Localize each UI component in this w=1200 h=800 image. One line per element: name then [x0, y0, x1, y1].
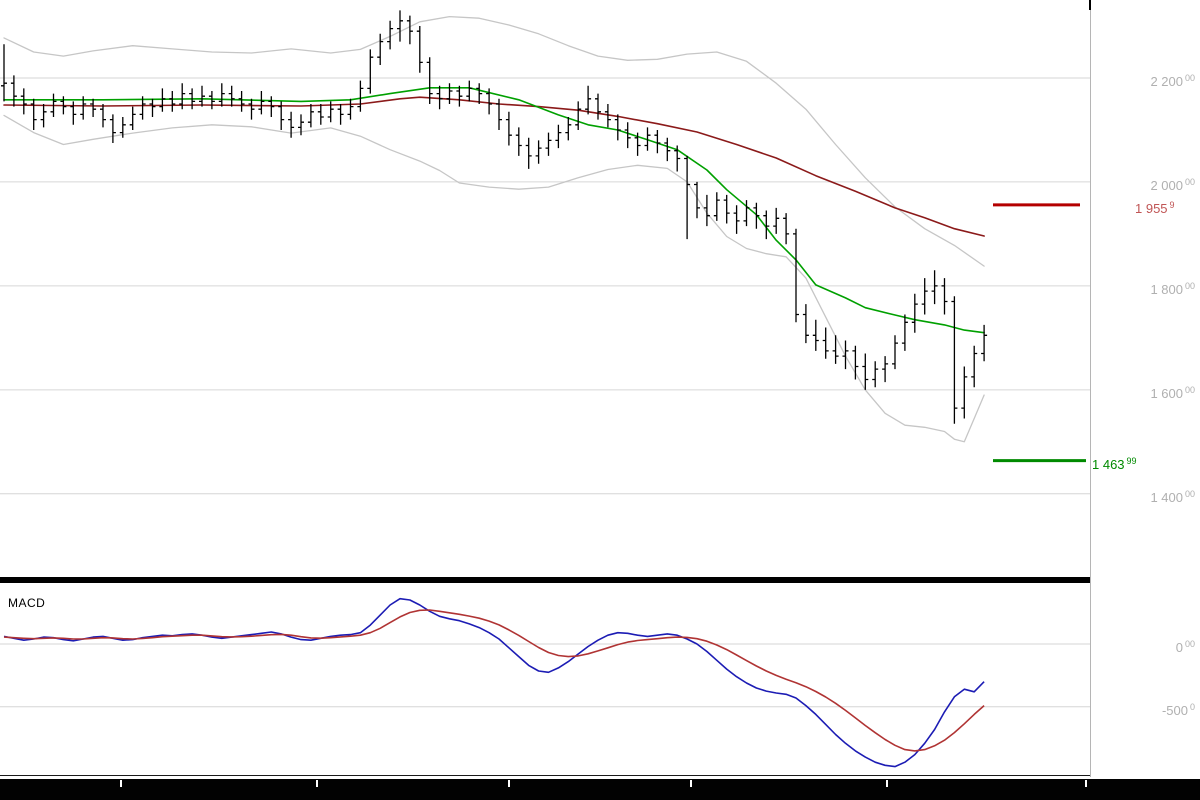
- price-axis-label: 1 800 00: [1150, 278, 1195, 298]
- label-superscript: 00: [1184, 639, 1195, 649]
- time-axis-tick: [316, 780, 318, 787]
- price-axis-label: 1 600 00: [1150, 382, 1195, 402]
- macd-chart-canvas[interactable]: [0, 583, 1090, 776]
- label-main: -500: [1161, 702, 1188, 718]
- bollinger-lower-line: [3, 114, 985, 443]
- label-main: 1 800: [1150, 281, 1183, 297]
- macd-panel[interactable]: MACD: [0, 583, 1090, 776]
- label-main: 1 600: [1150, 385, 1183, 401]
- label-superscript: 99: [1126, 455, 1137, 466]
- price-level-label: 1 463 99: [1092, 453, 1137, 473]
- label-superscript: 00: [1184, 176, 1195, 187]
- price-gridlines: [0, 77, 1090, 495]
- label-main: 1 400: [1150, 489, 1183, 505]
- macd-gridlines: [0, 643, 1090, 708]
- time-axis-tick: [690, 780, 692, 787]
- label-main: 1 463: [1092, 456, 1125, 472]
- ma-slow-red-line: [3, 96, 985, 237]
- ma-fast-green-line: [3, 87, 985, 334]
- label-main: 2 000: [1150, 177, 1183, 193]
- price-level-label: 1 955 9: [1135, 197, 1175, 217]
- axis-separator-top-tick: [1089, 0, 1091, 10]
- label-main: 0: [1175, 640, 1183, 655]
- price-axis-label: 1 400 00: [1150, 486, 1195, 506]
- time-axis-tick: [120, 780, 122, 787]
- ohlc-bars: [1, 10, 988, 424]
- bollinger-upper-line: [3, 15, 985, 267]
- signal-line: [3, 609, 985, 752]
- time-axis-scrollbar[interactable]: [0, 779, 1200, 800]
- time-axis-tick: [1085, 780, 1087, 787]
- macd-indicator-label: MACD: [8, 596, 46, 610]
- macd-axis-label: 0 00: [1176, 636, 1195, 656]
- label-superscript: 00: [1184, 488, 1195, 499]
- label-superscript: 00: [1184, 73, 1195, 83]
- price-axis-label: 2 000 00: [1150, 174, 1195, 194]
- label-superscript: 0: [1189, 701, 1195, 712]
- price-chart[interactable]: [0, 0, 1090, 577]
- macd-line: [3, 597, 985, 768]
- macd-axis-label: -500 0: [1162, 699, 1195, 719]
- time-axis-tick: [886, 780, 888, 787]
- price-chart-canvas[interactable]: [0, 0, 1090, 577]
- label-superscript: 00: [1184, 384, 1195, 395]
- label-main: 1 955: [1135, 200, 1168, 216]
- panel-divider[interactable]: [0, 577, 1090, 583]
- price-axis-label: 2 200 00: [1150, 70, 1195, 90]
- time-axis-tick: [508, 780, 510, 787]
- label-superscript: 9: [1169, 199, 1175, 210]
- label-main: 2 200: [1150, 74, 1183, 89]
- label-superscript: 00: [1184, 280, 1195, 291]
- axis-separator-line: [1090, 0, 1091, 777]
- price-axis[interactable]: 1 955 9 1 463 99 2 200 00 2 000 00 1 800 00 1 600 0…: [1090, 0, 1200, 777]
